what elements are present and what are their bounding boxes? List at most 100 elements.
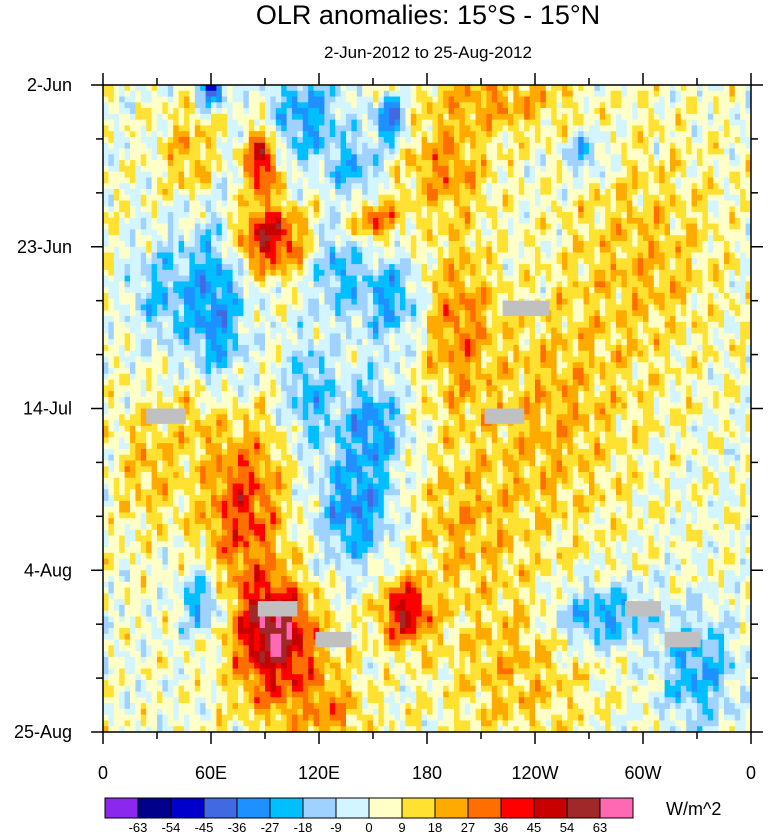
heatmap-cell [151,200,158,207]
heatmap-cell [578,177,585,184]
heatmap-cell [680,264,687,271]
heatmap-cell [335,177,342,184]
heatmap-cell [340,125,347,132]
heatmap-cell [194,160,201,167]
heatmap-cell [400,125,406,132]
heatmap-cell [535,206,541,213]
heatmap-cell [346,223,352,231]
heatmap-cell [238,258,244,265]
heatmap-cell [200,165,207,173]
heatmap-cell [157,246,163,254]
heatmap-cell [616,113,622,121]
heatmap-cell [335,102,342,109]
heatmap-cell [162,154,169,161]
heatmap-cell [524,148,531,155]
heatmap-cell [378,165,385,173]
heatmap-cell [227,223,234,231]
heatmap-cell [643,160,649,167]
heatmap-cell [108,177,115,184]
heatmap-cell [184,148,190,155]
heatmap-cell [405,90,412,98]
heatmap-cell [459,136,466,144]
heatmap-cell [302,281,309,288]
heatmap-cell [265,200,271,207]
heatmap-cell [167,223,174,231]
heatmap-cell [481,321,487,329]
heatmap-cell [740,113,747,121]
heatmap-cell [270,171,277,179]
heatmap-cell [659,119,666,127]
heatmap-cell [432,188,439,196]
heatmap-cell [691,148,698,155]
heatmap-cell [745,136,751,144]
heatmap-cell [416,188,423,196]
heatmap-cell [232,160,239,167]
heatmap-cell [259,154,266,161]
heatmap-cell [281,235,288,242]
heatmap-cell [254,229,261,236]
heatmap-cell [394,252,401,259]
heatmap-cell [599,316,606,323]
heatmap-cell [265,252,271,259]
heatmap-cell [491,212,498,219]
heatmap-cell [486,217,493,225]
heatmap-cell [189,287,196,294]
heatmap-cell [578,258,585,265]
heatmap-cell [502,269,509,277]
heatmap-cell [189,142,196,150]
heatmap-cell [713,108,720,115]
heatmap-cell [740,177,747,184]
heatmap-cell [589,108,595,115]
heatmap-cell [578,136,585,144]
heatmap-cell [470,85,477,92]
heatmap-cell [670,292,676,300]
heatmap-cell [486,154,493,161]
heatmap-cell [394,136,401,144]
heatmap-cell [124,264,131,271]
heatmap-cell [670,125,676,132]
heatmap-cell [432,217,439,225]
heatmap-cell [254,269,261,277]
heatmap-cell [211,206,217,213]
heatmap-cell [664,96,671,103]
heatmap-cell [589,102,595,109]
heatmap-cell [470,183,477,190]
heatmap-cell [356,90,363,98]
heatmap-cell [502,235,509,242]
heatmap-cell [734,304,741,311]
heatmap-cell [659,235,666,242]
heatmap-cell [556,292,563,300]
heatmap-cell [545,240,552,248]
heatmap-cell [562,154,568,161]
heatmap-cell [373,183,379,190]
heatmap-cell [551,142,558,150]
heatmap-cell [319,183,325,190]
heatmap-cell [524,119,531,127]
heatmap-cell [389,200,396,207]
heatmap-cell [740,194,747,202]
heatmap-cell [335,108,342,115]
heatmap-cell [113,246,120,254]
heatmap-cell [740,102,747,109]
heatmap-cell [119,108,126,115]
heatmap-cell [583,194,590,202]
heatmap-cell [265,102,271,109]
heatmap-cell [227,235,234,242]
heatmap-cell [697,165,703,173]
heatmap-cell [324,252,331,259]
heatmap-cell [437,246,444,254]
heatmap-cell [259,188,266,196]
heatmap-cell [459,108,466,115]
heatmap-cell [351,125,358,132]
heatmap-cell [410,142,417,150]
heatmap-cell [167,102,174,109]
heatmap-cell [529,165,536,173]
heatmap-cell [324,246,331,254]
heatmap-cell [637,240,644,248]
heatmap-cell [729,304,736,311]
heatmap-cell [270,102,277,109]
heatmap-cell [707,136,714,144]
heatmap-cell [653,235,660,242]
heatmap-cell [475,212,482,219]
heatmap-cell [707,154,714,161]
